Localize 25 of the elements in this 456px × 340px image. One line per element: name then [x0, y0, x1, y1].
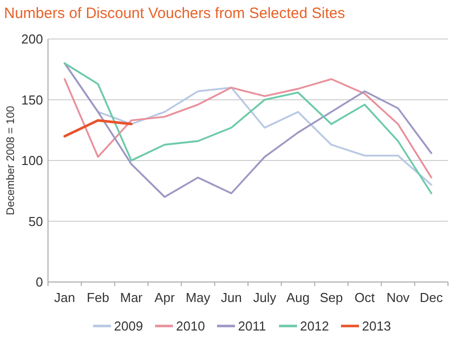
x-tick-label: July — [253, 290, 277, 305]
x-tick-label: Sep — [320, 290, 343, 305]
x-tick-label: Feb — [86, 290, 110, 305]
y-tick-label: 50 — [28, 214, 43, 229]
x-tick-label: Aug — [286, 290, 310, 305]
x-tick-label: May — [186, 290, 211, 305]
x-tick-label: Jan — [54, 290, 76, 305]
line-series — [64, 78, 432, 178]
y-axis-title: December 2008 = 100 — [5, 106, 17, 216]
legend-label: 2009 — [114, 318, 143, 334]
x-tick-label: Nov — [386, 290, 410, 305]
x-tick-label: Apr — [154, 290, 176, 305]
x-tick-label: Mar — [120, 290, 144, 305]
y-tick-label: 0 — [36, 274, 43, 290]
legend-label: 2011 — [238, 318, 266, 334]
legend-label: 2010 — [176, 318, 205, 334]
y-tick-label: 200 — [21, 32, 43, 47]
legend-label: 2013 — [362, 318, 391, 334]
y-tick-label: 150 — [21, 92, 43, 108]
legend-label: 2012 — [300, 318, 329, 334]
chart-title: Numbers of Discount Vouchers from Selected Sites — [4, 5, 345, 22]
x-tick-label: Jun — [220, 290, 242, 305]
y-tick-label: 100 — [21, 153, 43, 168]
x-tick-label: Dec — [420, 290, 444, 305]
x-tick-label: Oct — [354, 290, 376, 305]
